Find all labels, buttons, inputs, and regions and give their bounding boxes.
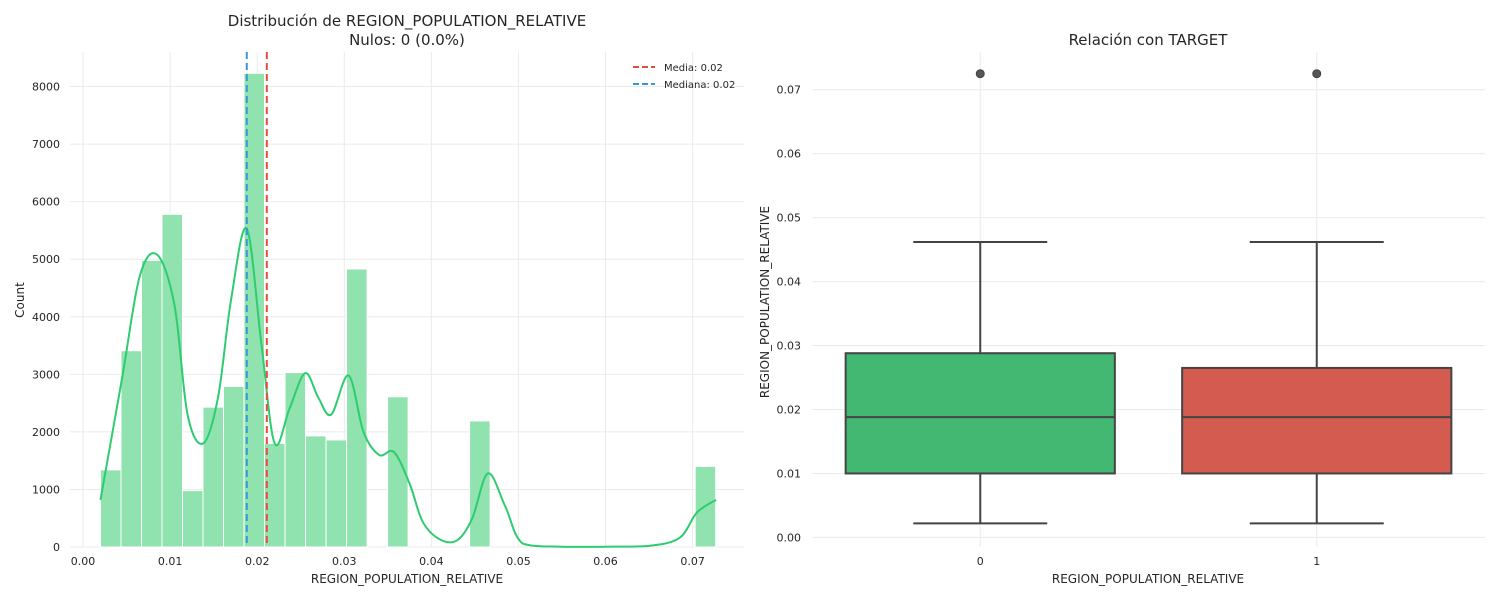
- hist-y-tick-labels: 0 1000 2000 3000 4000 5000 6000 7000 8000: [32, 81, 60, 554]
- box-y-tick: 0.07: [777, 84, 802, 97]
- hist-bar: [243, 72, 266, 548]
- hist-y-tick: 7000: [32, 138, 60, 151]
- hist-x-tick: 0.01: [158, 555, 183, 568]
- hist-bar: [223, 385, 245, 548]
- hist-bar: [140, 259, 163, 548]
- box-y-tick: 0.04: [777, 276, 802, 289]
- box-y-tick: 0.00: [777, 531, 802, 544]
- hist-x-tick: 0.05: [506, 555, 531, 568]
- hist-x-tick: 0.03: [332, 555, 357, 568]
- histogram-panel: Distribución de REGION_POPULATION_RELATI…: [13, 12, 744, 586]
- hist-bar: [182, 490, 204, 548]
- hist-reference-lines: [245, 52, 268, 547]
- hist-x-tick-labels: 0.00 0.01 0.02 0.03 0.04 0.05 0.06 0.07: [71, 555, 705, 568]
- hist-x-tick: 0.00: [71, 555, 96, 568]
- legend-mean-label: Media: 0.02: [664, 63, 723, 74]
- hist-x-tick: 0.02: [245, 555, 270, 568]
- hist-y-tick: 3000: [32, 368, 60, 381]
- box-y-tick-labels: 0.00 0.01 0.02 0.03 0.04 0.05 0.06 0.07: [777, 84, 802, 545]
- hist-y-tick: 2000: [32, 426, 60, 439]
- hist-bar: [305, 435, 327, 548]
- box-x-tick: 1: [1313, 555, 1320, 568]
- hist-x-tick: 0.04: [419, 555, 444, 568]
- hist-legend: Media: 0.02 Mediana: 0.02: [633, 63, 735, 91]
- hist-bar: [202, 406, 225, 548]
- box-title: Relación con TARGET: [1069, 31, 1229, 49]
- hist-x-tick: 0.06: [593, 555, 618, 568]
- box-iqr: [844, 352, 1116, 475]
- boxplot-panel: Relación con TARGET 0.00 0.01 0.02 0.03 0.04…: [758, 31, 1485, 586]
- hist-bar: [161, 213, 184, 548]
- hist-subtitle: Nulos: 0 (0.0%): [349, 31, 465, 49]
- hist-bar: [284, 372, 307, 548]
- hist-y-tick: 4000: [32, 311, 60, 324]
- box-group-1: [1181, 69, 1453, 525]
- hist-bar: [387, 396, 409, 548]
- hist-bar: [325, 439, 348, 548]
- hist-x-axis-label: REGION_POPULATION_RELATIVE: [311, 572, 503, 586]
- hist-x-tick: 0.07: [680, 555, 705, 568]
- legend-median-label: Mediana: 0.02: [664, 80, 735, 91]
- hist-y-tick: 5000: [32, 253, 60, 266]
- box-y-tick: 0.02: [777, 404, 802, 417]
- box-x-tick: 0: [977, 555, 984, 568]
- hist-bar: [120, 350, 142, 548]
- outlier-point: [1312, 69, 1322, 79]
- hist-bar: [469, 420, 491, 548]
- box-plots: [844, 69, 1453, 525]
- hist-y-axis-label: Count: [13, 282, 27, 318]
- box-x-axis-label: REGION_POPULATION_RELATIVE: [1052, 572, 1244, 586]
- hist-y-tick: 0: [53, 541, 60, 554]
- box-iqr: [1181, 366, 1453, 475]
- hist-bars: [99, 72, 717, 548]
- hist-y-tick: 1000: [32, 483, 60, 496]
- box-group-0: [844, 69, 1116, 525]
- box-y-axis-label: REGION_POPULATION_RELATIVE: [758, 206, 772, 398]
- box-y-tick: 0.03: [777, 340, 802, 353]
- box-y-tick: 0.05: [777, 212, 802, 225]
- kde-line: [99, 227, 717, 548]
- hist-y-tick: 6000: [32, 196, 60, 209]
- box-y-tick: 0.06: [777, 148, 802, 161]
- hist-y-tick: 8000: [32, 81, 60, 94]
- box-y-tick: 0.01: [777, 467, 802, 480]
- outlier-point: [975, 69, 985, 79]
- hist-title: Distribución de REGION_POPULATION_RELATI…: [228, 12, 586, 31]
